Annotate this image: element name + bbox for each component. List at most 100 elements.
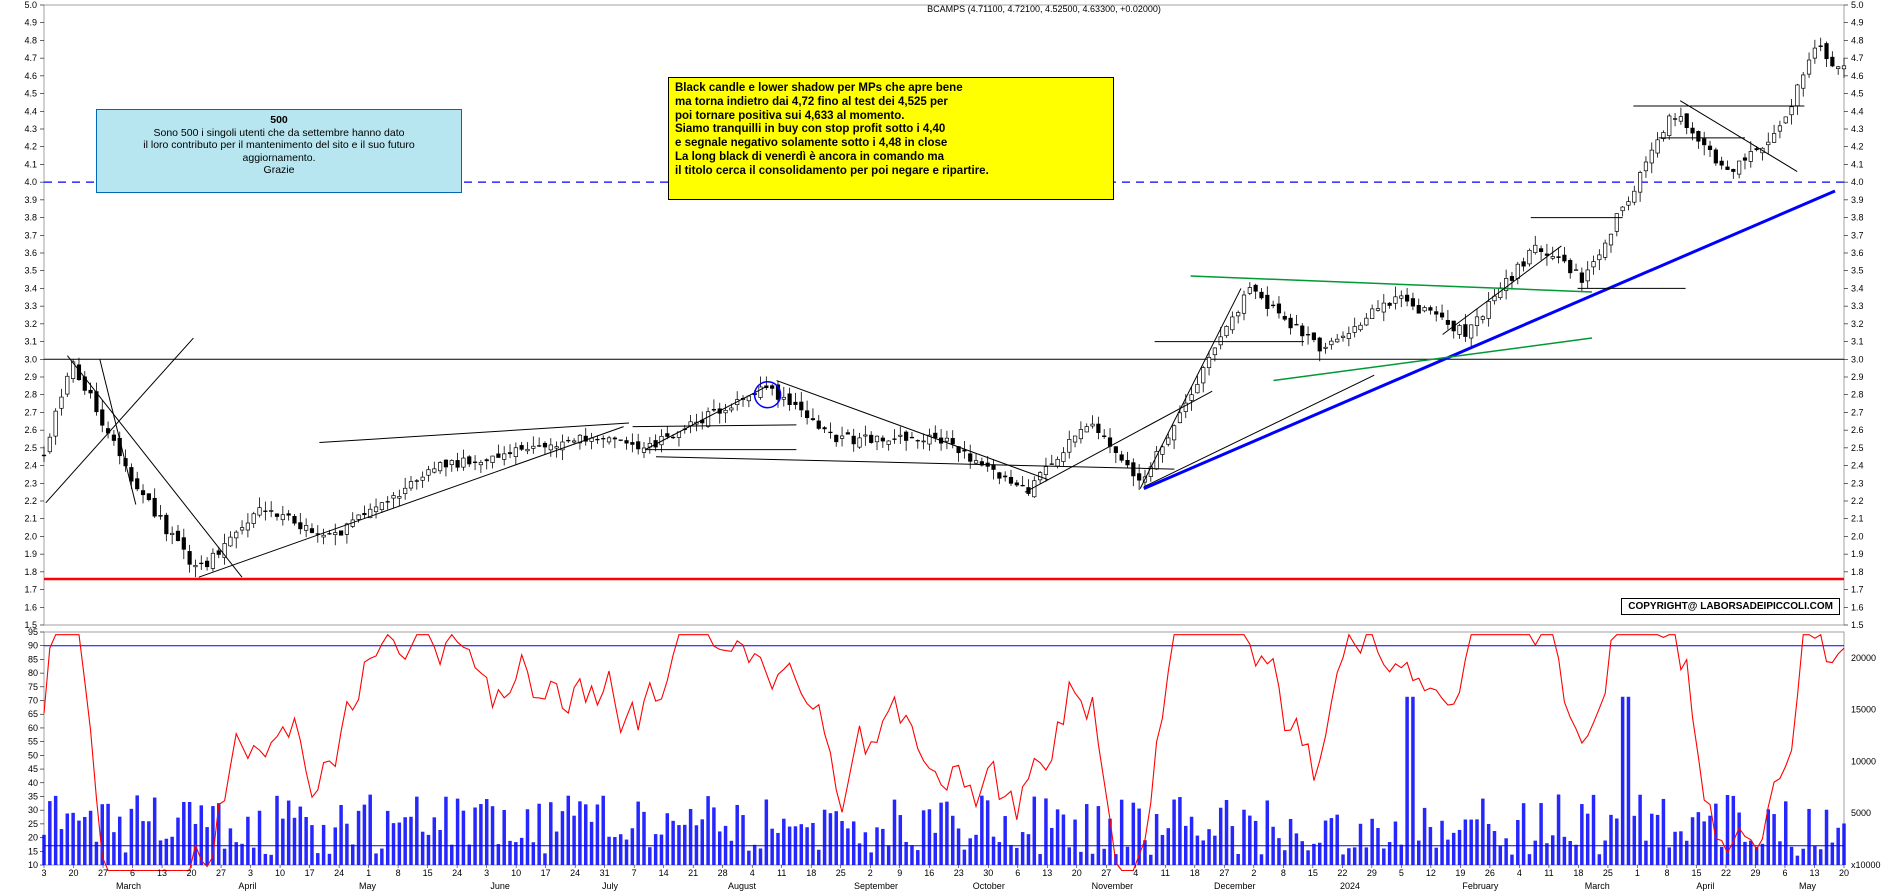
info-box-blue: 500Sono 500 i singoli utenti che da sett…: [96, 109, 462, 193]
svg-text:11: 11: [777, 868, 786, 878]
svg-text:40: 40: [28, 778, 38, 788]
svg-text:18: 18: [806, 868, 816, 878]
svg-text:2.3: 2.3: [24, 478, 37, 488]
svg-text:2.1: 2.1: [1851, 514, 1864, 524]
svg-text:August: August: [728, 881, 757, 891]
svg-text:13: 13: [1809, 868, 1819, 878]
svg-text:10: 10: [275, 868, 285, 878]
svg-text:4.7: 4.7: [1851, 53, 1864, 63]
svg-text:1.7: 1.7: [1851, 585, 1864, 595]
svg-text:4: 4: [1517, 868, 1522, 878]
svg-text:2.9: 2.9: [24, 372, 37, 382]
svg-text:3.3: 3.3: [24, 301, 37, 311]
svg-text:13: 13: [157, 868, 167, 878]
svg-text:45: 45: [28, 764, 38, 774]
svg-text:20: 20: [1072, 868, 1082, 878]
svg-text:1.6: 1.6: [24, 602, 37, 612]
svg-text:6: 6: [1015, 868, 1020, 878]
svg-text:20: 20: [187, 868, 197, 878]
svg-text:1.8: 1.8: [1851, 567, 1864, 577]
svg-text:10: 10: [511, 868, 521, 878]
svg-text:7: 7: [632, 868, 637, 878]
svg-text:15: 15: [1308, 868, 1318, 878]
svg-text:2.8: 2.8: [1851, 390, 1864, 400]
svg-text:31: 31: [600, 868, 610, 878]
svg-text:3.2: 3.2: [24, 319, 37, 329]
svg-text:4: 4: [750, 868, 755, 878]
svg-text:29: 29: [1367, 868, 1377, 878]
svg-text:15: 15: [423, 868, 433, 878]
svg-text:5.0: 5.0: [24, 0, 37, 10]
svg-text:May: May: [1799, 881, 1817, 891]
svg-text:8: 8: [1664, 868, 1669, 878]
svg-text:50: 50: [28, 750, 38, 760]
svg-text:20000: 20000: [1851, 653, 1876, 663]
svg-text:95: 95: [28, 627, 38, 637]
svg-text:4.9: 4.9: [1851, 18, 1864, 28]
svg-text:2.3: 2.3: [1851, 478, 1864, 488]
svg-text:3.8: 3.8: [24, 213, 37, 223]
svg-text:2.6: 2.6: [1851, 425, 1864, 435]
svg-text:BCAMPS (4.71100, 4.72100, 4.52: BCAMPS (4.71100, 4.72100, 4.52500, 4.633…: [927, 4, 1161, 14]
svg-text:2024: 2024: [1340, 881, 1360, 891]
svg-text:November: November: [1092, 881, 1134, 891]
svg-text:6: 6: [130, 868, 135, 878]
svg-text:2.4: 2.4: [24, 461, 37, 471]
svg-text:3.7: 3.7: [24, 230, 37, 240]
svg-text:3.1: 3.1: [24, 337, 37, 347]
svg-text:4.6: 4.6: [1851, 71, 1864, 81]
svg-text:27: 27: [1219, 868, 1229, 878]
svg-text:4.4: 4.4: [24, 106, 37, 116]
svg-text:4.7: 4.7: [24, 53, 37, 63]
svg-text:20: 20: [28, 833, 38, 843]
svg-text:22: 22: [1721, 868, 1731, 878]
svg-text:3.4: 3.4: [1851, 283, 1864, 293]
svg-text:80: 80: [28, 668, 38, 678]
svg-text:1.8: 1.8: [24, 567, 37, 577]
svg-text:3.6: 3.6: [1851, 248, 1864, 258]
svg-text:1.6: 1.6: [1851, 602, 1864, 612]
svg-text:4.3: 4.3: [1851, 124, 1864, 134]
svg-text:30: 30: [28, 805, 38, 815]
svg-text:27: 27: [98, 868, 108, 878]
svg-text:2.0: 2.0: [1851, 531, 1864, 541]
svg-text:25: 25: [28, 819, 38, 829]
svg-text:12: 12: [1426, 868, 1436, 878]
svg-text:16: 16: [924, 868, 934, 878]
svg-text:April: April: [1696, 881, 1714, 891]
svg-text:3.6: 3.6: [24, 248, 37, 258]
svg-text:4.4: 4.4: [1851, 106, 1864, 116]
svg-text:October: October: [973, 881, 1005, 891]
svg-text:2.6: 2.6: [24, 425, 37, 435]
svg-text:3.5: 3.5: [1851, 266, 1864, 276]
svg-text:75: 75: [28, 682, 38, 692]
svg-text:September: September: [854, 881, 898, 891]
svg-text:4.6: 4.6: [24, 71, 37, 81]
svg-text:4.2: 4.2: [24, 142, 37, 152]
svg-text:3.0: 3.0: [24, 354, 37, 364]
svg-text:4: 4: [1133, 868, 1138, 878]
svg-text:35: 35: [28, 791, 38, 801]
commentary-box-yellow: Black candle e lower shadow per MPs che …: [668, 77, 1114, 200]
svg-text:22: 22: [1337, 868, 1347, 878]
svg-text:5.0: 5.0: [1851, 0, 1864, 10]
svg-text:13: 13: [1042, 868, 1052, 878]
svg-text:1.5: 1.5: [1851, 620, 1864, 630]
svg-text:23: 23: [954, 868, 964, 878]
svg-text:4.3: 4.3: [24, 124, 37, 134]
svg-text:3.2: 3.2: [1851, 319, 1864, 329]
svg-text:4.9: 4.9: [24, 18, 37, 28]
svg-text:April: April: [238, 881, 256, 891]
svg-text:20: 20: [1839, 868, 1849, 878]
svg-text:4.0: 4.0: [1851, 177, 1864, 187]
svg-text:3.3: 3.3: [1851, 301, 1864, 311]
svg-text:3.1: 3.1: [1851, 337, 1864, 347]
svg-text:2.9: 2.9: [1851, 372, 1864, 382]
svg-text:December: December: [1214, 881, 1256, 891]
svg-text:July: July: [602, 881, 619, 891]
svg-text:15000: 15000: [1851, 705, 1876, 715]
svg-text:19: 19: [1455, 868, 1465, 878]
svg-text:11: 11: [1544, 868, 1553, 878]
svg-text:2.2: 2.2: [24, 496, 37, 506]
svg-text:25: 25: [836, 868, 846, 878]
